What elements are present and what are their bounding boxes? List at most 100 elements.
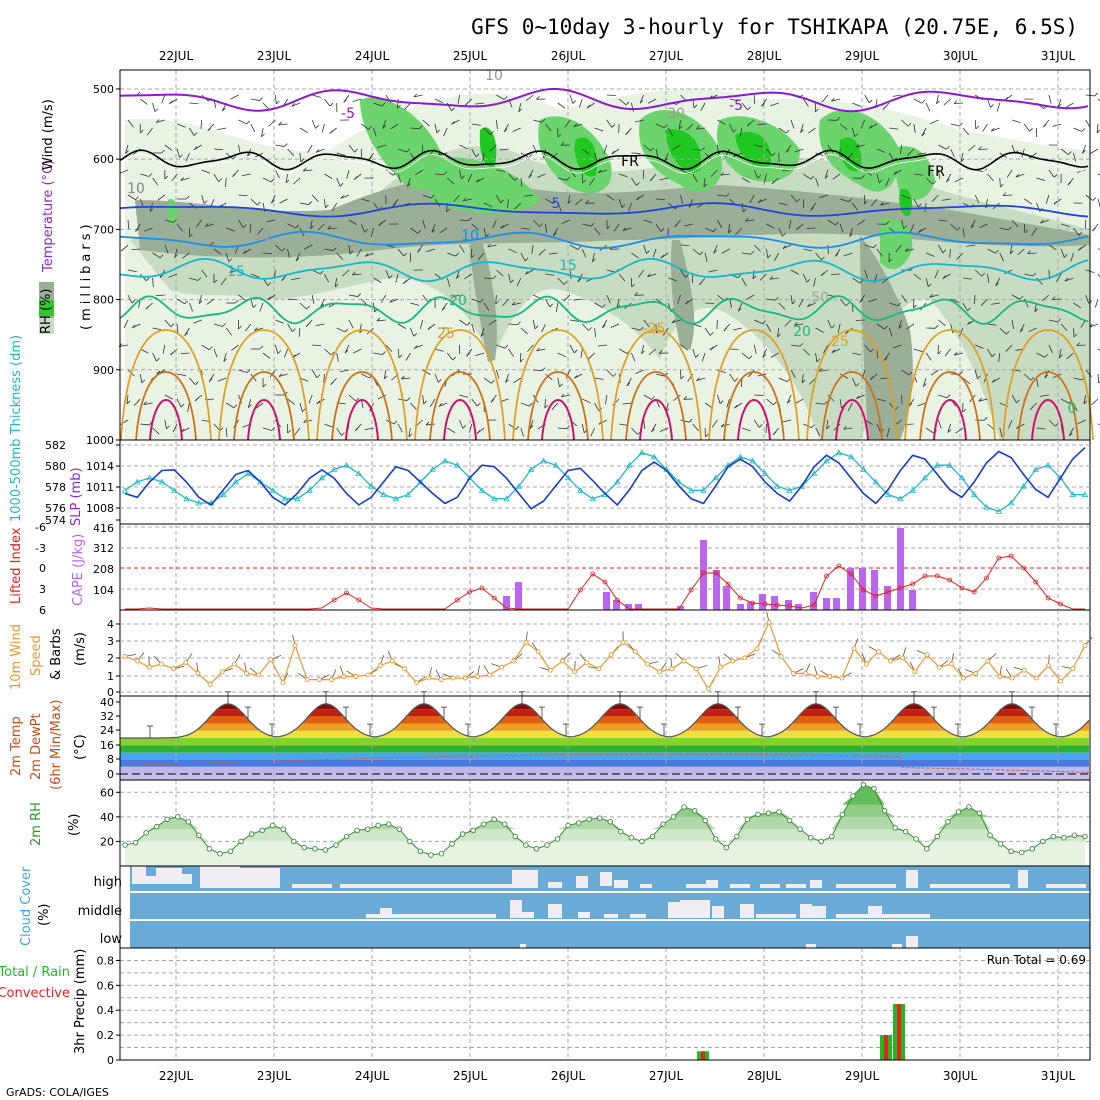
rh-point [660,821,666,827]
barb [475,102,485,105]
barb-flag [403,252,407,257]
barb [132,323,141,329]
barb-flag [757,199,762,203]
barb [960,152,964,162]
rh-point [196,832,202,839]
barb-flag [259,345,264,350]
thickness-point [687,487,695,493]
thickness-point [823,457,830,464]
barb [950,148,955,158]
rh-label: RH (%) [39,289,54,334]
contour-30-lobe [821,371,883,441]
contour-25-lobe [316,329,408,441]
barb [727,223,731,233]
barb [766,323,772,333]
barb [938,244,944,253]
barb [459,219,469,222]
contour-label-13: 10 [127,181,145,197]
barb [652,248,657,258]
thickness-point [294,495,301,502]
barb [447,252,456,257]
barb [278,373,288,377]
barb [496,194,501,204]
barb [827,394,835,402]
barb [157,194,166,201]
wind-point [316,677,322,683]
barb [557,427,567,430]
rh-point [987,832,993,839]
barb [717,369,727,374]
barb-flag [953,100,958,104]
cape-bar [603,592,610,610]
contour-35-lobe [247,398,281,441]
barb [127,194,136,201]
cloud-label: Cloud Cover [19,866,34,946]
barb-flag [908,371,913,376]
barb-flag [918,203,922,208]
barb-flag [936,100,940,105]
barb [1008,419,1013,429]
cape-bar [771,596,778,610]
barb-flag [121,247,125,252]
barb [880,202,890,206]
barb-flag [1092,197,1097,201]
barb-flag [811,424,815,428]
barb-flag [368,126,372,130]
barb [680,419,690,423]
barb [573,298,583,301]
temp-line [120,703,1090,739]
barb-flag [590,222,595,227]
cloud-gap [810,880,822,888]
thickness-point [774,482,781,489]
barb [421,144,424,155]
barb [152,352,157,362]
barb [832,173,841,180]
barb-flag [1083,400,1088,405]
barb [717,194,727,197]
barb [745,219,755,222]
barb-flag [577,246,582,250]
thickness-point [860,466,867,472]
barb [434,173,444,176]
cloud-gap [712,906,724,918]
barb-flag [995,282,999,287]
barb-flag [259,97,263,101]
li-point [996,555,1002,561]
rh-point [829,833,835,840]
barb-flag [275,100,280,105]
barb-flag [836,117,841,121]
barb [667,127,673,137]
barb [299,302,307,310]
thickness-point [1044,461,1052,468]
thickness-point [884,491,892,497]
barb [250,298,254,308]
barb [766,248,769,258]
barb-flag [292,328,296,332]
wind10-label-b: Speed [29,635,44,676]
barb [704,252,708,262]
barb [692,323,702,328]
barb [176,148,180,158]
contour-freezing [119,149,1089,171]
barb [1073,302,1082,309]
barb [434,98,444,104]
barb [1097,348,1100,351]
barb-flag [703,183,708,188]
ytick-1: 1 [107,670,114,683]
barb-flag [135,228,139,232]
wind-point [377,663,383,669]
barb-flag [573,123,578,128]
barb [574,373,583,379]
thickness-point [527,466,535,472]
barb-flag [209,346,213,351]
thickness-point [958,474,966,481]
barb [447,427,456,433]
barb [631,102,634,112]
barb [1094,298,1099,308]
barb [1048,169,1055,178]
cloud-gap [806,944,816,948]
barb [238,194,248,197]
cloud-gap [614,880,628,888]
barb [410,402,417,410]
